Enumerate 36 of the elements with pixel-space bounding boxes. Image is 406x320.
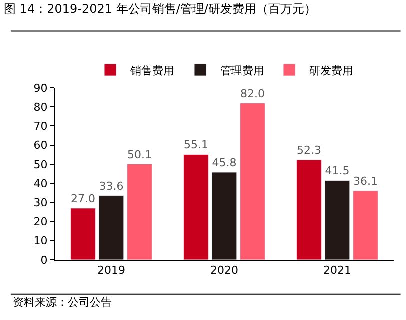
data-label: 52.3: [297, 144, 322, 158]
x-tick-label: 2021: [324, 264, 352, 278]
y-tick-label: 50: [34, 158, 48, 172]
y-tick-label: 70: [34, 120, 48, 134]
bar: [353, 190, 378, 260]
bar: [98, 196, 124, 260]
legend-label: 研发费用: [310, 64, 354, 78]
data-label: 55.1: [184, 138, 208, 152]
data-label: 27.0: [71, 192, 96, 206]
y-tick-label: 40: [34, 177, 48, 190]
data-label: 45.8: [212, 156, 237, 170]
chart-title: 图 14：2019-2021 年公司销售/管理/研发费用（百万元）: [4, 2, 316, 16]
y-tick-label: 20: [34, 216, 48, 229]
x-tick-label: 2020: [210, 264, 238, 278]
data-label: 33.6: [99, 180, 124, 193]
data-label: 50.1: [128, 148, 152, 162]
bar: [324, 180, 350, 260]
bar: [184, 154, 209, 260]
bar: [212, 172, 238, 260]
x-tick-label: 2019: [98, 264, 126, 278]
data-label: 41.5: [325, 164, 350, 178]
bar: [70, 208, 96, 260]
bar: [240, 103, 266, 260]
bar: [296, 160, 322, 260]
y-tick-label: 60: [34, 139, 48, 152]
y-tick-label: 10: [34, 234, 48, 248]
y-tick-label: 90: [34, 82, 48, 95]
bar: [127, 164, 152, 260]
y-tick-label: 80: [34, 100, 48, 114]
y-tick-label: 30: [34, 196, 48, 210]
legend-label: 销售费用: [130, 64, 174, 78]
data-label: 82.0: [240, 87, 265, 100]
y-tick-label: 0: [40, 254, 48, 267]
legend-label: 管理费用: [220, 64, 264, 78]
text: 资料来源：公司公告: [13, 296, 112, 309]
data-label: 36.1: [354, 175, 378, 188]
